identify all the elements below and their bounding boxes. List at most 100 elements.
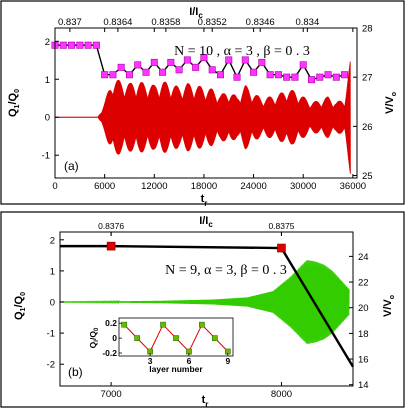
x-tick-label: 24000 bbox=[240, 181, 266, 192]
chart-b-ylabel-left: Q1/Q0 bbox=[13, 292, 27, 320]
inset-y-tick-label: 0 bbox=[112, 333, 117, 343]
y-right-tick-label: 16 bbox=[358, 355, 369, 366]
v-marker bbox=[117, 63, 125, 71]
v-marker bbox=[59, 41, 67, 49]
v-marker bbox=[109, 71, 117, 79]
v-marker bbox=[84, 41, 92, 49]
v-marker bbox=[68, 41, 76, 49]
v-marker bbox=[266, 71, 274, 79]
chart-a: 0 6000 12000 18000 24000 30000 36000 0.837 0.836… bbox=[7, 6, 398, 208]
y-right-tick-label: 20 bbox=[358, 303, 369, 314]
v-marker bbox=[324, 71, 332, 79]
x-tick-label: 8000 bbox=[271, 389, 292, 400]
chart-b-plot-frame bbox=[59, 231, 354, 387]
inset-x-tick-label: 6 bbox=[187, 356, 192, 366]
v-marker bbox=[76, 41, 84, 49]
inset-xlabel: layer number bbox=[149, 364, 203, 374]
inset-y-tick-label: 0.2 bbox=[105, 318, 117, 328]
y-left-tick-label: 1 bbox=[45, 75, 50, 86]
v-marker bbox=[274, 71, 282, 79]
top-tick-label: 0.8375 bbox=[268, 221, 294, 231]
y-right-tick-label: 25 bbox=[362, 171, 373, 182]
x-tick-label: 36000 bbox=[340, 181, 366, 192]
v-marker bbox=[106, 241, 116, 251]
inset-y-tick-label: -0.2 bbox=[102, 348, 117, 358]
v-marker bbox=[92, 41, 100, 49]
inset-marker bbox=[134, 335, 140, 341]
y-left-tick-label: 1 bbox=[50, 266, 55, 277]
inset-x-tick-label: 3 bbox=[148, 356, 153, 366]
inset-marker bbox=[121, 321, 128, 328]
chart-b-ylabel-right: V/Vo bbox=[382, 295, 396, 317]
inset-marker bbox=[199, 321, 205, 328]
chart-a-panel-label: (a) bbox=[64, 159, 79, 173]
chart-a-xlabel: tr bbox=[201, 193, 208, 208]
chart-a-annotation: N = 10 , α = 3 , β = 0 . 3 bbox=[174, 44, 310, 59]
y-left-tick-label: 0 bbox=[50, 298, 55, 309]
v-marker bbox=[167, 58, 175, 66]
top-tick-label: 0.8346 bbox=[246, 17, 275, 28]
v-marker bbox=[291, 73, 299, 81]
y-right-tick-label: 26 bbox=[362, 122, 373, 133]
v-marker bbox=[341, 71, 349, 79]
chart-b-v-markers bbox=[106, 241, 286, 253]
chart-a-ylabel-left: Q1/Q0 bbox=[7, 89, 21, 117]
chart-b-panel-label: (b) bbox=[68, 365, 83, 379]
v-marker bbox=[258, 58, 266, 66]
top-tick-label: 0.8358 bbox=[151, 17, 180, 28]
chart-a-q-series bbox=[55, 61, 351, 174]
v-marker bbox=[307, 76, 315, 84]
chart-a-top-label: I/Ic bbox=[189, 6, 203, 20]
y-right-tick-label: 18 bbox=[358, 329, 369, 340]
top-tick-label: 0.8352 bbox=[198, 17, 227, 28]
v-marker bbox=[208, 66, 216, 74]
v-marker bbox=[134, 61, 142, 69]
v-marker bbox=[101, 71, 109, 79]
inset-ylabel: Ql/Q0 bbox=[88, 327, 100, 348]
v-marker bbox=[175, 66, 183, 74]
v-marker bbox=[159, 68, 167, 76]
y-left-tick-label: -2 bbox=[47, 360, 55, 371]
chart-b-top-label: I/Ic bbox=[199, 215, 213, 229]
v-marker bbox=[125, 71, 133, 79]
top-tick-label: 0.8364 bbox=[103, 17, 132, 28]
inset-x-tick-label: 9 bbox=[225, 356, 230, 366]
y-left-tick-label: 2 bbox=[45, 37, 50, 48]
y-left-tick-label: -1 bbox=[47, 329, 55, 340]
y-right-tick-label: 28 bbox=[362, 24, 373, 35]
chart-a-v-markers bbox=[51, 41, 349, 84]
chart-b-v-line bbox=[60, 244, 355, 368]
panel-b-frame bbox=[0, 211, 405, 408]
inset-marker bbox=[212, 335, 218, 341]
y-left-tick-label: -1 bbox=[42, 151, 50, 162]
y-left-tick-label: 2 bbox=[50, 235, 55, 246]
v-marker bbox=[316, 73, 324, 81]
v-marker bbox=[225, 56, 233, 64]
v-marker bbox=[299, 61, 307, 69]
inset-marker bbox=[173, 335, 179, 341]
chart-b-xlabel: tr bbox=[202, 394, 209, 409]
panel-a-frame bbox=[0, 0, 405, 205]
chart-b-annotation: N = 9, α = 3, β = 0 . 3 bbox=[165, 263, 287, 278]
chart-a-axes: 0 6000 12000 18000 24000 30000 36000 0.837 0.836… bbox=[42, 17, 373, 192]
v-marker bbox=[200, 54, 208, 62]
chart-b-q-series bbox=[59, 260, 350, 344]
v-marker bbox=[142, 68, 150, 76]
y-right-tick-label: 22 bbox=[358, 278, 369, 289]
x-tick-label: 18000 bbox=[191, 181, 217, 192]
q-oscillation bbox=[55, 61, 351, 174]
inset-axes: 3 6 9 -0.2 0 0.2 bbox=[102, 318, 230, 366]
v-marker bbox=[216, 71, 224, 79]
v-marker bbox=[233, 73, 241, 81]
top-tick-label: 0.837 bbox=[58, 17, 82, 28]
chart-a-plot-frame bbox=[54, 27, 358, 179]
x-tick-label: 7000 bbox=[101, 389, 122, 400]
top-tick-label: 0.834 bbox=[295, 17, 319, 28]
chart-b-inset: 3 6 9 -0.2 0 0.2 layer number Ql/Q0 bbox=[88, 317, 234, 374]
chart-a-ylabel-right: V/Vo bbox=[384, 92, 398, 114]
v-marker bbox=[283, 73, 291, 81]
v-marker bbox=[183, 56, 191, 64]
